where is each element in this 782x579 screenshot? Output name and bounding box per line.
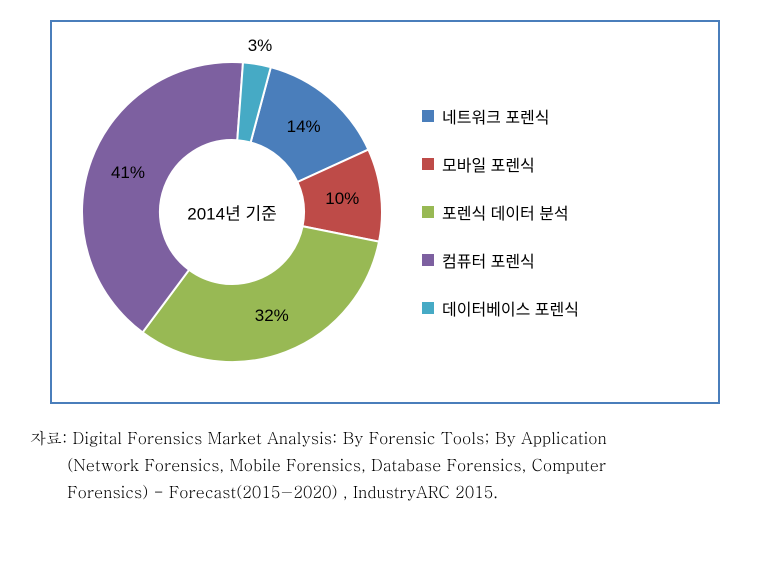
legend-label: 컴퓨터 포렌식 bbox=[442, 248, 535, 272]
donut-center-label: 2014년 기준 bbox=[187, 200, 276, 225]
legend-swatch bbox=[422, 254, 434, 266]
legend-swatch bbox=[422, 158, 434, 170]
legend-item: 네트워크 포렌식 bbox=[422, 104, 579, 128]
citation: 자료: Digital Forensics Market Analysis: B… bbox=[30, 424, 752, 506]
legend-swatch bbox=[422, 302, 434, 314]
donut-slice bbox=[143, 226, 379, 362]
chart-container: 2014년 기준 14% 10% 32% 41% 3% 네트워크 포렌식모바일 포렌식포… bbox=[50, 20, 720, 404]
legend-label: 네트워크 포렌식 bbox=[442, 104, 550, 128]
legend-label: 데이터베이스 포렌식 bbox=[442, 296, 579, 320]
slice-percent-label: 10% bbox=[325, 189, 359, 209]
citation-line1: Digital Forensics Market Analysis: By Fo… bbox=[73, 426, 607, 449]
citation-line3: Forensics) - Forecast(2015−2020) , Indus… bbox=[67, 480, 498, 503]
legend-label: 포렌식 데이터 분석 bbox=[442, 200, 569, 224]
citation-prefix: 자료: bbox=[30, 426, 67, 449]
legend: 네트워크 포렌식모바일 포렌식포렌식 데이터 분석컴퓨터 포렌식데이터베이스 포… bbox=[422, 104, 579, 320]
legend-item: 데이터베이스 포렌식 bbox=[422, 296, 579, 320]
citation-line2: (Network Forensics, Mobile Forensics, Da… bbox=[67, 453, 606, 476]
slice-percent-label: 14% bbox=[287, 117, 321, 137]
legend-item: 포렌식 데이터 분석 bbox=[422, 200, 579, 224]
legend-item: 컴퓨터 포렌식 bbox=[422, 248, 579, 272]
legend-item: 모바일 포렌식 bbox=[422, 152, 579, 176]
slice-percent-label: 3% bbox=[248, 36, 273, 56]
slice-percent-label: 41% bbox=[111, 163, 145, 183]
donut-chart: 2014년 기준 14%10%32%41%3% bbox=[72, 52, 392, 372]
slice-percent-label: 32% bbox=[255, 306, 289, 326]
legend-swatch bbox=[422, 110, 434, 122]
legend-label: 모바일 포렌식 bbox=[442, 152, 535, 176]
legend-swatch bbox=[422, 206, 434, 218]
